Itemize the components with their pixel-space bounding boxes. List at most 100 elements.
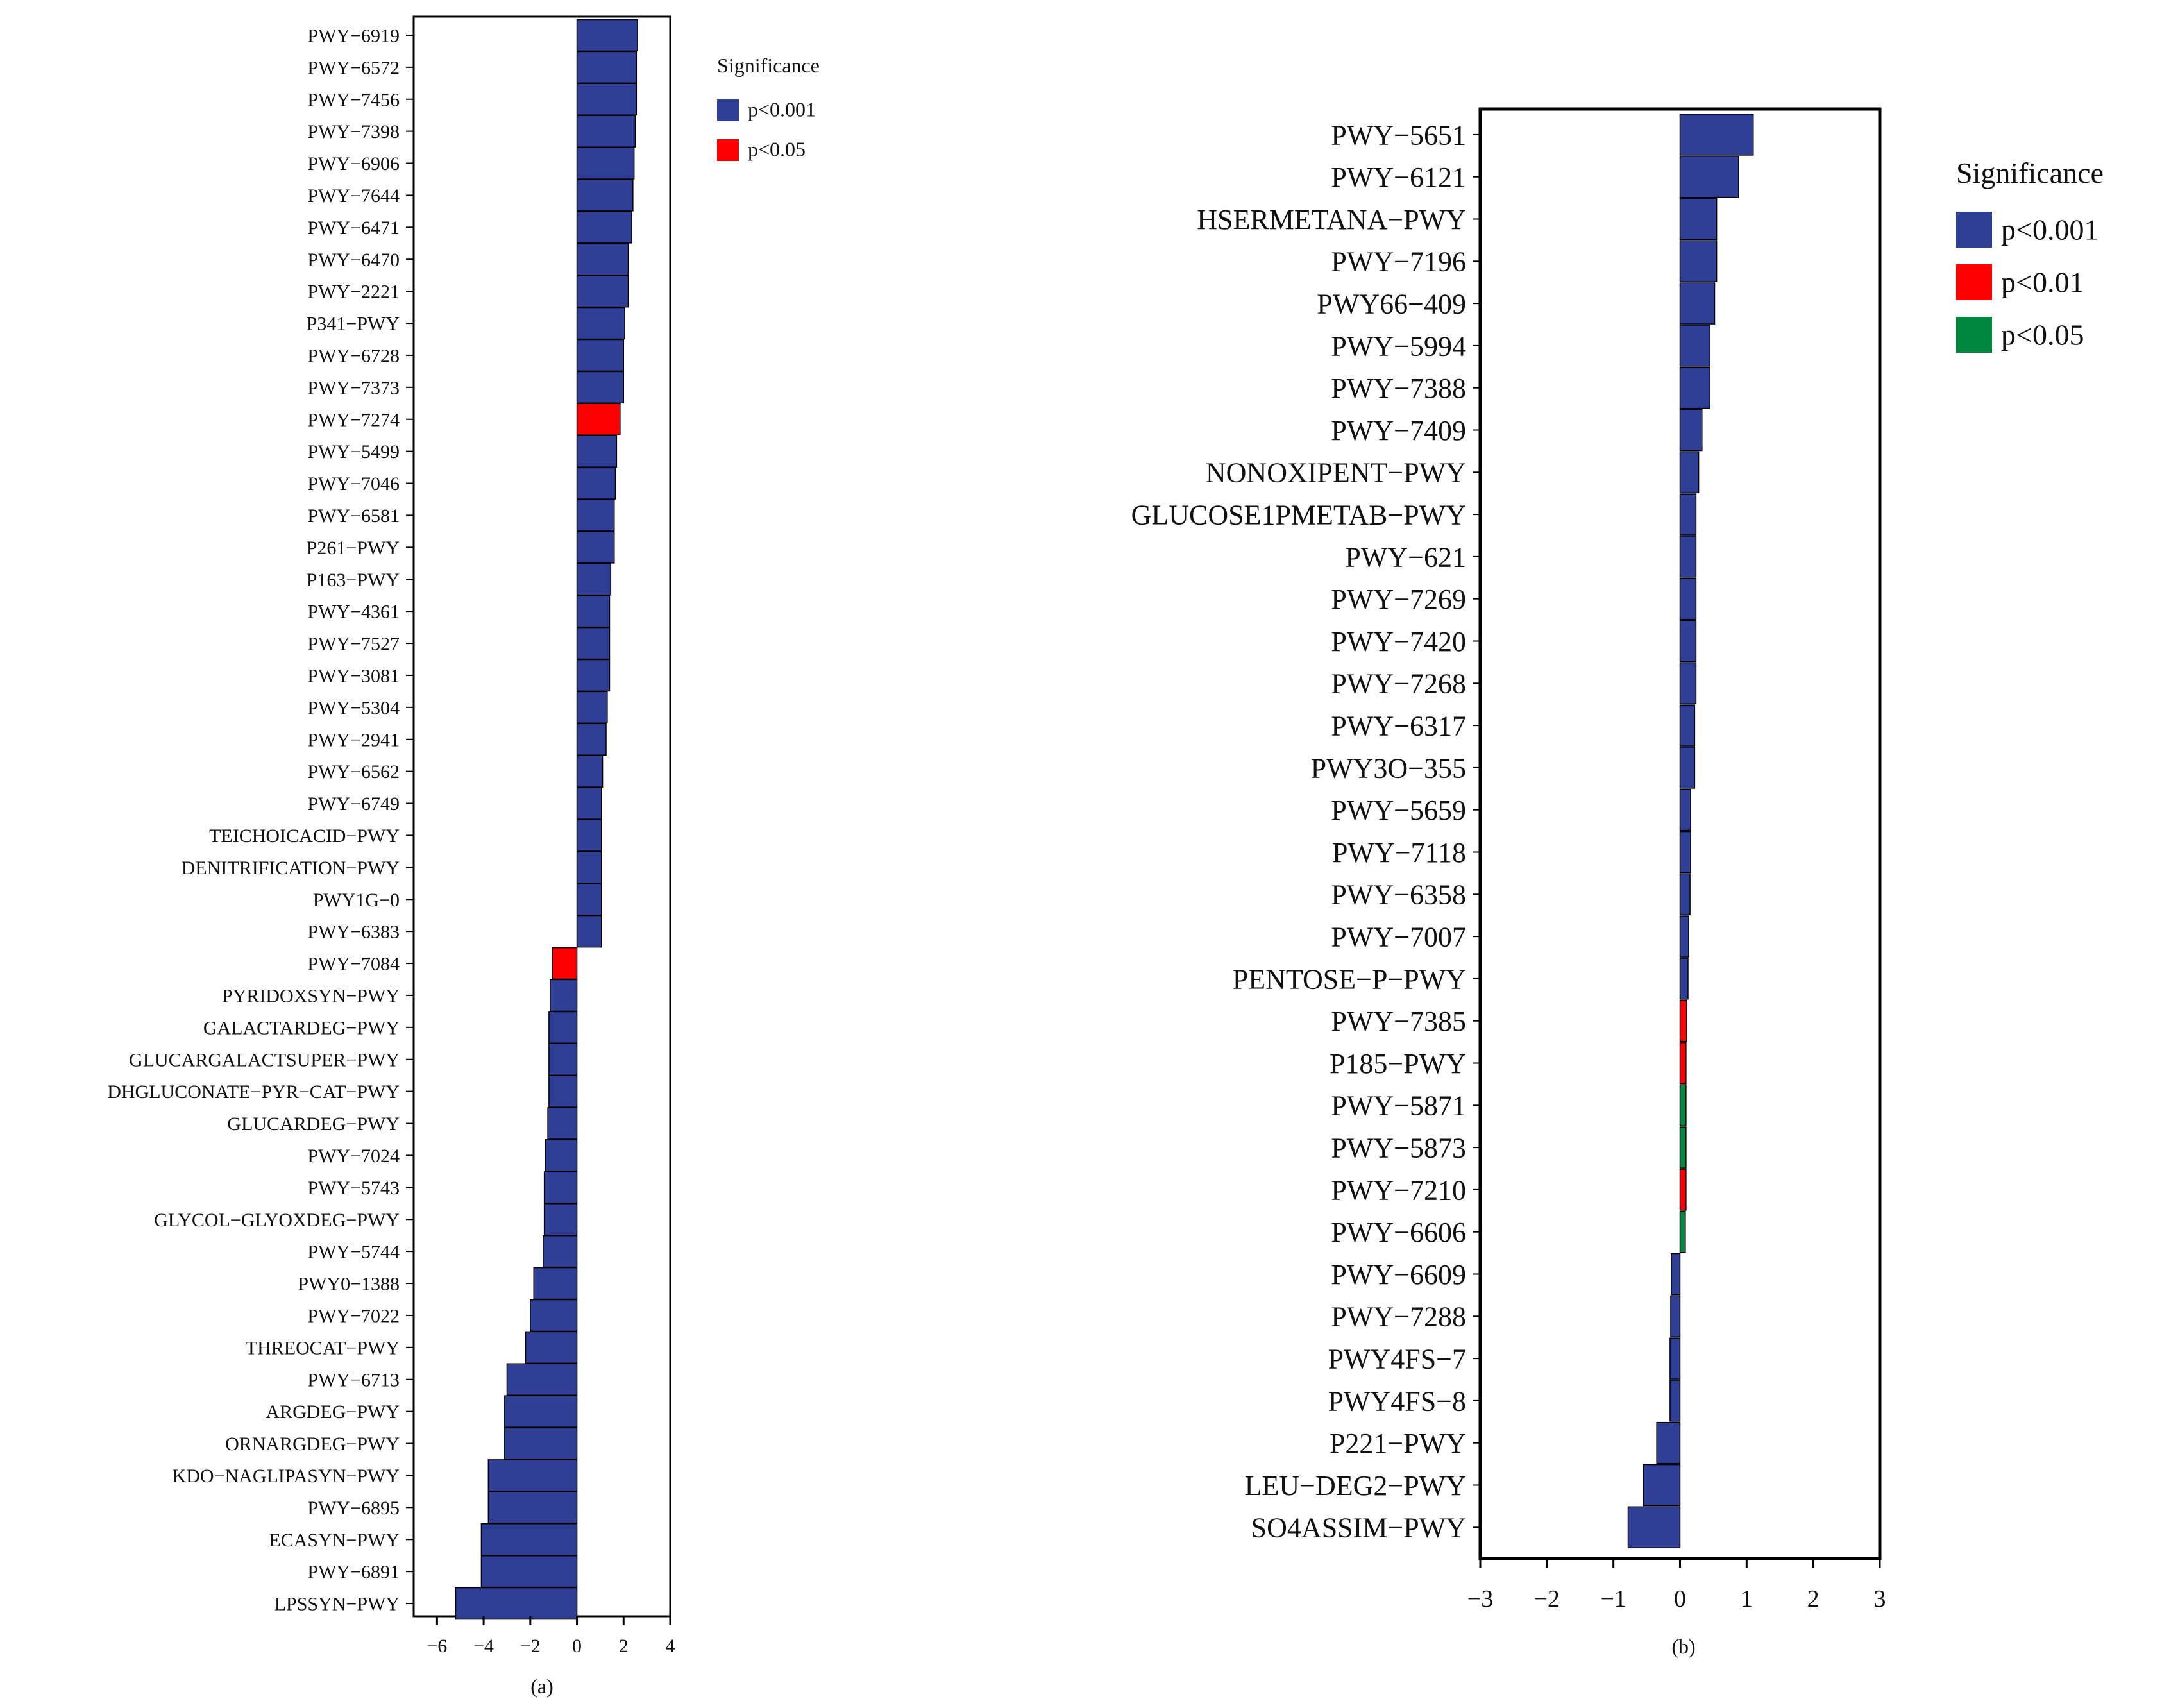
category-label: PWY−7644 — [307, 185, 400, 207]
bar — [576, 371, 625, 404]
category-label: PWY−7409 — [1331, 415, 1466, 446]
category-label: PWY4FS−7 — [1328, 1344, 1466, 1375]
bar — [1679, 662, 1697, 705]
bar — [1679, 282, 1716, 325]
bar — [576, 307, 625, 340]
category-label: PWY−7118 — [1332, 837, 1466, 868]
bar — [576, 243, 629, 276]
bar — [549, 979, 578, 1012]
category-label: P163−PWY — [307, 570, 400, 591]
category-label: PWY−6358 — [1331, 879, 1466, 911]
bar — [576, 147, 635, 180]
bar — [1679, 788, 1691, 831]
category-label: PWY−5304 — [307, 697, 400, 718]
bar — [576, 179, 634, 212]
panel-b-caption: (b) — [1671, 1635, 1695, 1658]
bar — [455, 1587, 578, 1620]
category-label: PENTOSE−P−PWY — [1233, 963, 1466, 995]
category-label: PWY−7046 — [307, 473, 400, 495]
bar — [576, 211, 632, 244]
bar — [576, 83, 638, 115]
bar — [552, 947, 578, 980]
category-label: GALACTARDEG−PWY — [203, 1017, 400, 1038]
category-label: GLUCARGALACTSUPER−PWY — [129, 1049, 400, 1070]
category-label: PWY4FS−8 — [1328, 1385, 1466, 1417]
bar — [1679, 958, 1689, 1000]
bar — [543, 1235, 578, 1268]
bar — [576, 851, 602, 884]
category-label: PWY−6609 — [1331, 1259, 1466, 1290]
bar — [576, 883, 602, 916]
legend-swatch — [1956, 264, 1992, 300]
bar — [576, 755, 604, 788]
bar — [547, 1107, 578, 1140]
bar — [576, 691, 608, 724]
bar — [1679, 704, 1696, 747]
bar — [548, 1011, 578, 1044]
category-label: P185−PWY — [1330, 1048, 1466, 1079]
legend-swatch — [717, 139, 739, 161]
bar — [545, 1139, 578, 1172]
bar — [1679, 831, 1691, 874]
legend-swatch — [1956, 317, 1992, 353]
category-label: PWY66−409 — [1317, 289, 1466, 320]
bar — [576, 19, 638, 52]
bar — [576, 595, 611, 628]
bar — [576, 819, 602, 852]
bar — [1679, 1042, 1687, 1085]
category-label: PWY−7288 — [1331, 1301, 1466, 1333]
bar — [576, 915, 602, 948]
category-label: P341−PWY — [307, 314, 400, 335]
category-label: PWY−621 — [1345, 541, 1466, 573]
category-label: PWY−2941 — [307, 729, 400, 750]
bar — [1679, 409, 1703, 452]
category-label: THREOCAT−PWY — [246, 1337, 400, 1358]
bar — [576, 787, 602, 820]
x-tick-label: 3 — [1874, 1585, 1886, 1612]
category-label: PWY−3081 — [307, 665, 400, 686]
category-label: PWY0−1388 — [298, 1274, 400, 1295]
bar — [1679, 366, 1710, 409]
x-tick-label: −4 — [473, 1636, 494, 1657]
bar — [576, 435, 618, 468]
bar — [487, 1491, 578, 1524]
bar — [1679, 873, 1691, 916]
bar — [548, 1043, 578, 1076]
category-label: PWY−5744 — [307, 1242, 400, 1263]
legend-title: Significance — [717, 54, 820, 77]
bar — [576, 51, 638, 84]
category-label: GLUCARDEG−PWY — [227, 1113, 400, 1135]
bar — [1679, 747, 1696, 789]
category-label: PWY−5743 — [307, 1178, 400, 1199]
category-label: TEICHOICACID−PWY — [209, 825, 400, 847]
category-label: PWY−6749 — [307, 793, 400, 815]
x-tick-label: 0 — [572, 1636, 582, 1657]
category-label: PWY−7420 — [1331, 626, 1466, 657]
category-label: PWY−7456 — [307, 89, 400, 110]
category-label: PWY−4361 — [307, 602, 400, 623]
bar — [576, 659, 611, 692]
bar — [548, 1075, 578, 1108]
bar — [576, 275, 629, 308]
panel-b-chart: PWY−5651 PWY−6121 HSERMETANA−PWY PWY−7196 PW… — [1131, 107, 2104, 1612]
category-label: PWY−7373 — [307, 377, 400, 398]
bar — [1669, 1380, 1681, 1422]
bar — [530, 1299, 578, 1332]
bar — [504, 1395, 578, 1428]
category-label: PWY−6383 — [307, 922, 400, 943]
category-label: PWY−6728 — [307, 345, 400, 366]
bar — [1656, 1421, 1681, 1464]
category-label: PWY−6581 — [307, 505, 400, 527]
category-label: PWY−6919 — [307, 25, 400, 46]
x-tick-label: 0 — [1674, 1585, 1686, 1612]
category-label: PWY−7269 — [1331, 584, 1466, 615]
bar — [1679, 915, 1689, 958]
bar — [1679, 114, 1754, 156]
category-label: PWY−6606 — [1331, 1217, 1466, 1248]
category-label: ECASYN−PWY — [269, 1530, 400, 1551]
bar — [1679, 1084, 1687, 1127]
category-label: DHGLUCONATE−PYR−CAT−PWY — [107, 1081, 400, 1103]
bar — [506, 1363, 578, 1396]
category-label: PWY−7385 — [1331, 1006, 1466, 1037]
